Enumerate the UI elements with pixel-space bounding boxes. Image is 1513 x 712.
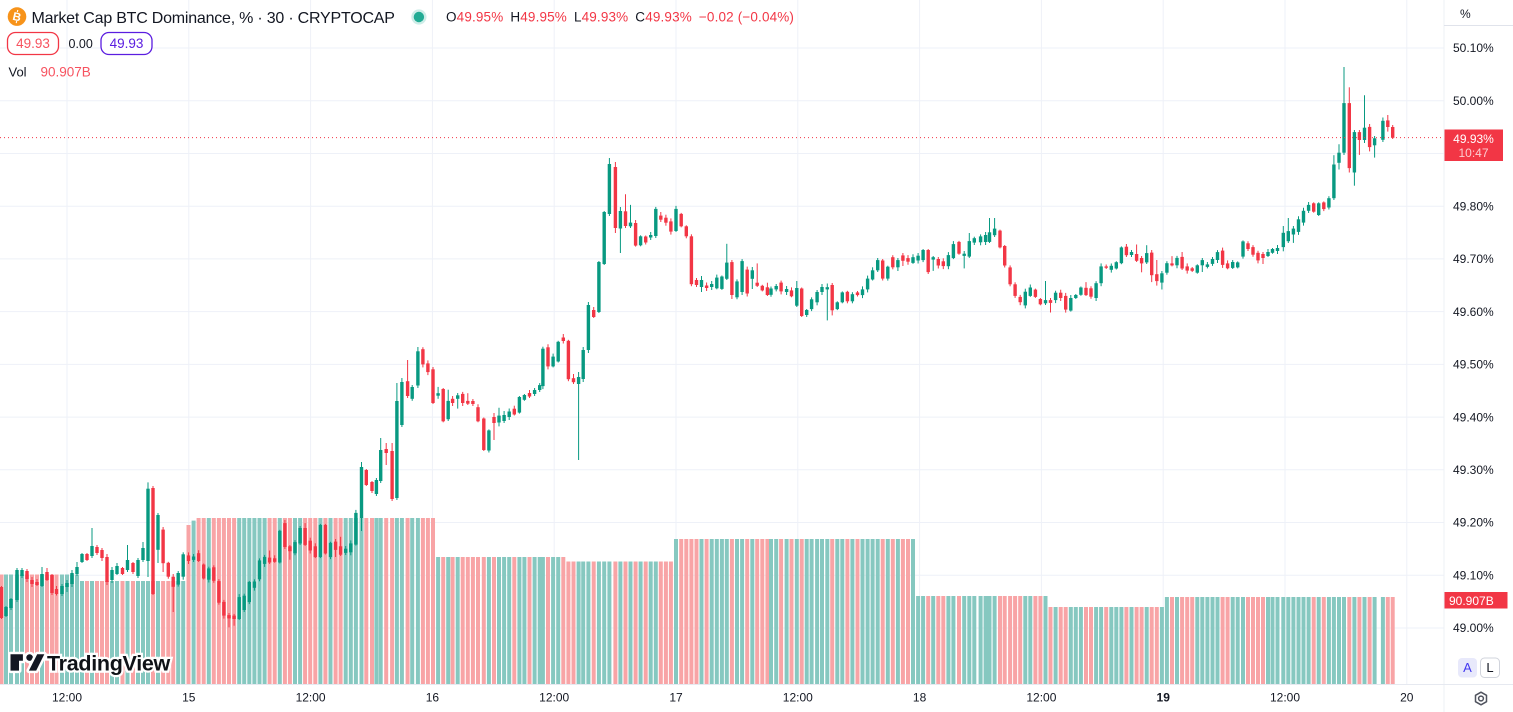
svg-text:12:00: 12:00 [783, 691, 813, 705]
svg-text:10:47: 10:47 [1458, 146, 1488, 160]
svg-text:49.93%: 49.93% [1453, 132, 1494, 146]
svg-text:B: B [11, 11, 22, 25]
svg-text:49.70%: 49.70% [1453, 252, 1494, 266]
svg-text:L: L [1486, 660, 1493, 675]
svg-text:49.93: 49.93 [110, 36, 144, 51]
svg-text:49.93: 49.93 [16, 36, 50, 51]
svg-text:18: 18 [913, 691, 927, 705]
svg-text:49.20%: 49.20% [1453, 516, 1494, 530]
svg-text:49.10%: 49.10% [1453, 569, 1494, 583]
svg-text:12:00: 12:00 [52, 691, 82, 705]
svg-text:Market Cap BTC Dominance, % ·: Market Cap BTC Dominance, % · 30 · CRYPT… [32, 10, 395, 27]
svg-text:49.80%: 49.80% [1453, 199, 1494, 213]
svg-text:O49.95%H49.95%L49.93%C49.93%−0: O49.95% H49.95% L49.93% C49.93% −0.02 (−0.04… [446, 10, 794, 25]
svg-text:49.40%: 49.40% [1453, 410, 1494, 424]
svg-text:90.907B: 90.907B [41, 65, 91, 80]
svg-text:15: 15 [182, 691, 196, 705]
svg-text:49.30%: 49.30% [1453, 463, 1494, 477]
svg-text:12:00: 12:00 [1026, 691, 1056, 705]
svg-text:TradingView: TradingView [47, 652, 171, 676]
svg-text:A: A [1463, 660, 1472, 675]
svg-text:0.00: 0.00 [69, 37, 93, 51]
svg-text:90.907B: 90.907B [1449, 594, 1494, 608]
svg-text:49.50%: 49.50% [1453, 358, 1494, 372]
svg-text:16: 16 [426, 691, 440, 705]
svg-text:50.00%: 50.00% [1453, 94, 1494, 108]
svg-text:20: 20 [1400, 691, 1414, 705]
svg-text:Vol: Vol [9, 65, 27, 80]
svg-text:49.60%: 49.60% [1453, 305, 1494, 319]
svg-text:12:00: 12:00 [1270, 691, 1300, 705]
svg-text:49.00%: 49.00% [1453, 621, 1494, 635]
svg-text:%: % [1460, 7, 1471, 21]
svg-text:12:00: 12:00 [296, 691, 326, 705]
svg-text:17: 17 [669, 691, 683, 705]
svg-text:50.10%: 50.10% [1453, 41, 1494, 55]
svg-text:19: 19 [1157, 691, 1171, 705]
svg-text:12:00: 12:00 [539, 691, 569, 705]
